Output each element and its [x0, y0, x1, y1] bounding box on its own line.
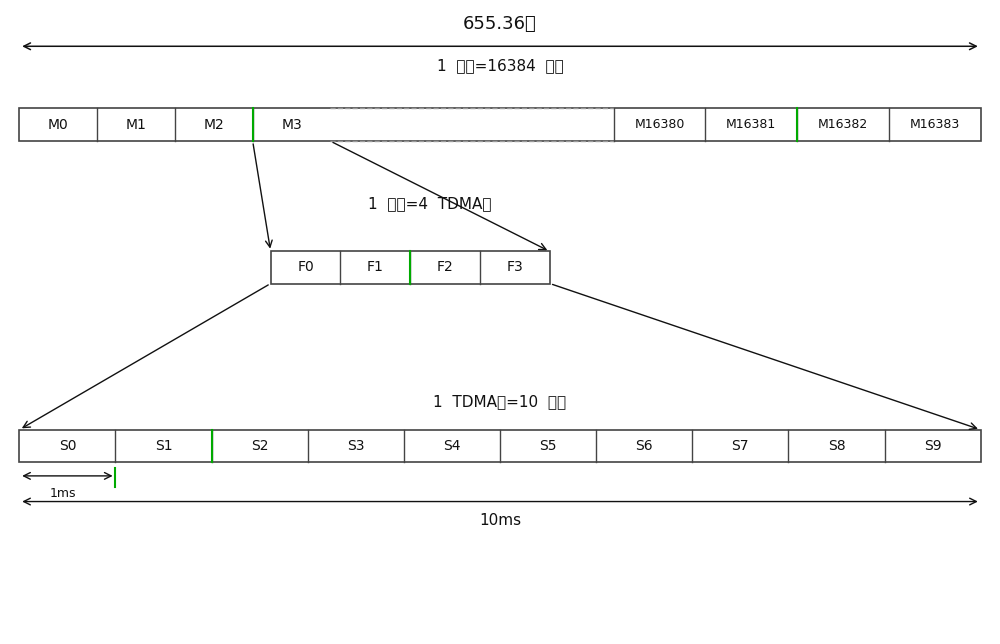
Bar	[19, 430, 981, 462]
Text: M1: M1	[126, 117, 146, 131]
Text: M16383: M16383	[910, 118, 960, 131]
Text: M16382: M16382	[818, 118, 868, 131]
Text: S1: S1	[155, 439, 172, 453]
Text: 1  复帧=4  TDMA帧: 1 复帧=4 TDMA帧	[368, 196, 492, 211]
Text: S4: S4	[443, 439, 461, 453]
Text: S6: S6	[635, 439, 653, 453]
Text: 1  超帧=16384  复帧: 1 超帧=16384 复帧	[437, 58, 563, 73]
Text: M0: M0	[48, 117, 69, 131]
Text: S9: S9	[924, 439, 941, 453]
Text: F1: F1	[367, 260, 384, 274]
Text: M16380: M16380	[634, 118, 685, 131]
Text: S7: S7	[732, 439, 749, 453]
Text: F3: F3	[507, 260, 523, 274]
Text: F2: F2	[437, 260, 454, 274]
Text: S5: S5	[539, 439, 557, 453]
Text: 655.36秒: 655.36秒	[463, 15, 537, 33]
Text: M16381: M16381	[726, 118, 776, 131]
Text: S2: S2	[251, 439, 268, 453]
Text: 1  TDMA帧=10  时隙: 1 TDMA帧=10 时隙	[433, 395, 567, 410]
Text: S0: S0	[59, 439, 76, 453]
Text: S3: S3	[347, 439, 365, 453]
Bar	[19, 108, 981, 141]
Text: 1ms: 1ms	[49, 488, 76, 500]
Bar	[271, 251, 550, 283]
Text: M3: M3	[281, 117, 302, 131]
Text: F0: F0	[297, 260, 314, 274]
Text: S8: S8	[828, 439, 845, 453]
Text: M2: M2	[203, 117, 224, 131]
Text: 10ms: 10ms	[479, 513, 521, 528]
